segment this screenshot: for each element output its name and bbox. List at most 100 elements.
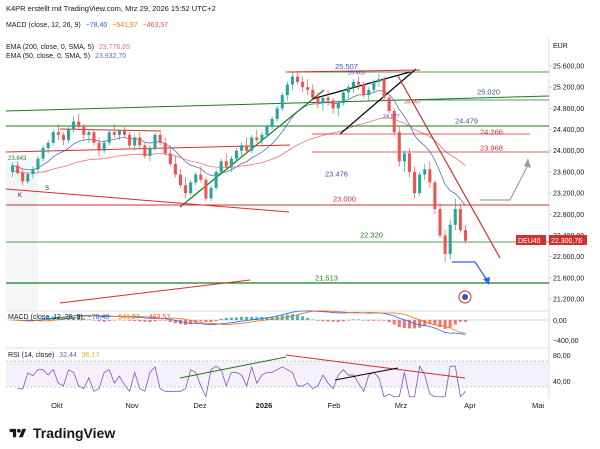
macd-hist-bar	[331, 320, 335, 322]
macd-hist-bar	[219, 318, 223, 320]
level-label: 23.968	[480, 143, 503, 152]
macd-hist-bar	[290, 314, 294, 320]
side-label: K	[18, 193, 22, 199]
candle-body	[423, 169, 427, 175]
candle-body	[418, 174, 422, 194]
rsi-trend-line	[179, 356, 287, 379]
macd-hist-bar	[133, 320, 137, 321]
symbol-tag	[516, 235, 546, 245]
level-label: 25.020	[477, 88, 500, 97]
candle-body	[407, 153, 412, 172]
candle-body	[331, 100, 335, 109]
rsi-line	[17, 365, 466, 399]
candle-body	[219, 161, 223, 172]
candle-body	[82, 126, 86, 135]
rsi-pane-legend: RSI (14, close) 32,44 36,17	[8, 352, 100, 359]
candle-body	[148, 148, 152, 157]
price-tick-label: 23.600,00	[553, 169, 584, 176]
candle-body	[402, 153, 406, 162]
macd-hist-bar	[61, 317, 65, 320]
candle-body	[250, 137, 254, 151]
ema200-line	[12, 117, 466, 174]
rsi-tick-label: 80,00	[553, 353, 571, 360]
macd-hist-bar	[418, 320, 422, 328]
candle-body	[392, 111, 396, 133]
time-tick-label: Apr	[464, 401, 476, 410]
candle-body	[36, 158, 40, 170]
candle-body	[46, 142, 50, 149]
macd-hist-bar	[148, 320, 152, 323]
macd-hist-bar	[295, 314, 300, 320]
macd-hist-bar	[377, 320, 381, 321]
time-tick-label: Dez	[193, 401, 207, 410]
candle-body	[16, 165, 20, 173]
macd-hist-bar	[397, 320, 401, 328]
candle-body	[443, 235, 447, 254]
candle-body	[51, 132, 55, 143]
tradingview-logo[interactable]: TradingView	[8, 425, 115, 441]
tradingview-brand: TradingView	[33, 425, 116, 441]
level-label: 24.479	[455, 116, 478, 125]
projection-arrow-icon	[452, 261, 488, 281]
price-tick-label: 24.400,00	[553, 127, 584, 134]
candle-body	[438, 208, 442, 236]
macd-hist-bar	[41, 318, 45, 320]
macd-tick-label: −400,00	[553, 338, 579, 345]
macd-hist-bar	[443, 320, 447, 329]
ema-lines	[12, 89, 466, 206]
macd-hist-bar	[428, 320, 432, 325]
level-label: 24.266	[480, 128, 503, 137]
candle-body	[458, 208, 462, 231]
macd-hist-bar	[56, 316, 60, 320]
macd-hist-bar	[72, 317, 76, 320]
candle-body	[199, 174, 203, 180]
price-tag	[549, 235, 587, 245]
macd-hist-bar	[301, 316, 305, 320]
ema200-legend: EMA (200, close, 0, SMA, 5) 23.776,65	[6, 44, 131, 51]
side-label: S	[45, 186, 49, 192]
candle-body	[107, 132, 111, 143]
trend-line	[5, 95, 550, 112]
macd-line	[12, 310, 466, 335]
macd-hist-bar	[321, 320, 325, 322]
rsi-pane: 80,00 40,00	[17, 353, 571, 399]
macd-hist-bar	[316, 320, 320, 321]
ema50-line	[12, 89, 466, 206]
macd-hist-bar	[306, 318, 310, 320]
price-tick-label: 22.800,00	[553, 212, 584, 219]
arrow-head-icon	[524, 158, 531, 168]
macd-hist-bar	[265, 317, 269, 320]
macd-hist-bar	[102, 320, 106, 322]
macd-legend: MACD (close, 12, 26, 9) −78,40 −541,97 −…	[6, 22, 169, 29]
candle-body	[448, 224, 452, 254]
macd-hist-bar	[82, 318, 86, 320]
macd-hist-bar	[326, 320, 330, 322]
macd-hist-bar	[382, 320, 386, 321]
candle-body	[397, 132, 401, 162]
candle-body	[357, 81, 361, 85]
arrow-head-down-icon	[483, 277, 490, 285]
candle-body	[265, 126, 269, 135]
candle-body	[372, 81, 376, 90]
candle-body	[351, 81, 356, 88]
candle-body	[255, 137, 259, 141]
macd-hist-bar	[143, 320, 147, 322]
macd-hist-bar	[250, 316, 254, 320]
candle-body	[189, 182, 193, 194]
macd-hist-bar	[229, 317, 233, 320]
candle-body	[463, 230, 467, 241]
price-tick-label: 24.800,00	[553, 106, 584, 113]
rsi-trend-line	[285, 354, 466, 379]
macd-hist-bar	[453, 320, 457, 325]
candle-body	[209, 187, 213, 199]
macd-hist-bar	[402, 320, 406, 328]
trend-line	[397, 75, 501, 259]
macd-hist-bar	[178, 320, 183, 325]
candle-body	[117, 130, 121, 135]
macd-hist-bar	[362, 320, 366, 321]
time-tick-label: Mrz	[395, 401, 408, 410]
candle-body	[311, 89, 315, 98]
candle-body	[122, 130, 127, 135]
candle-body	[133, 137, 137, 146]
